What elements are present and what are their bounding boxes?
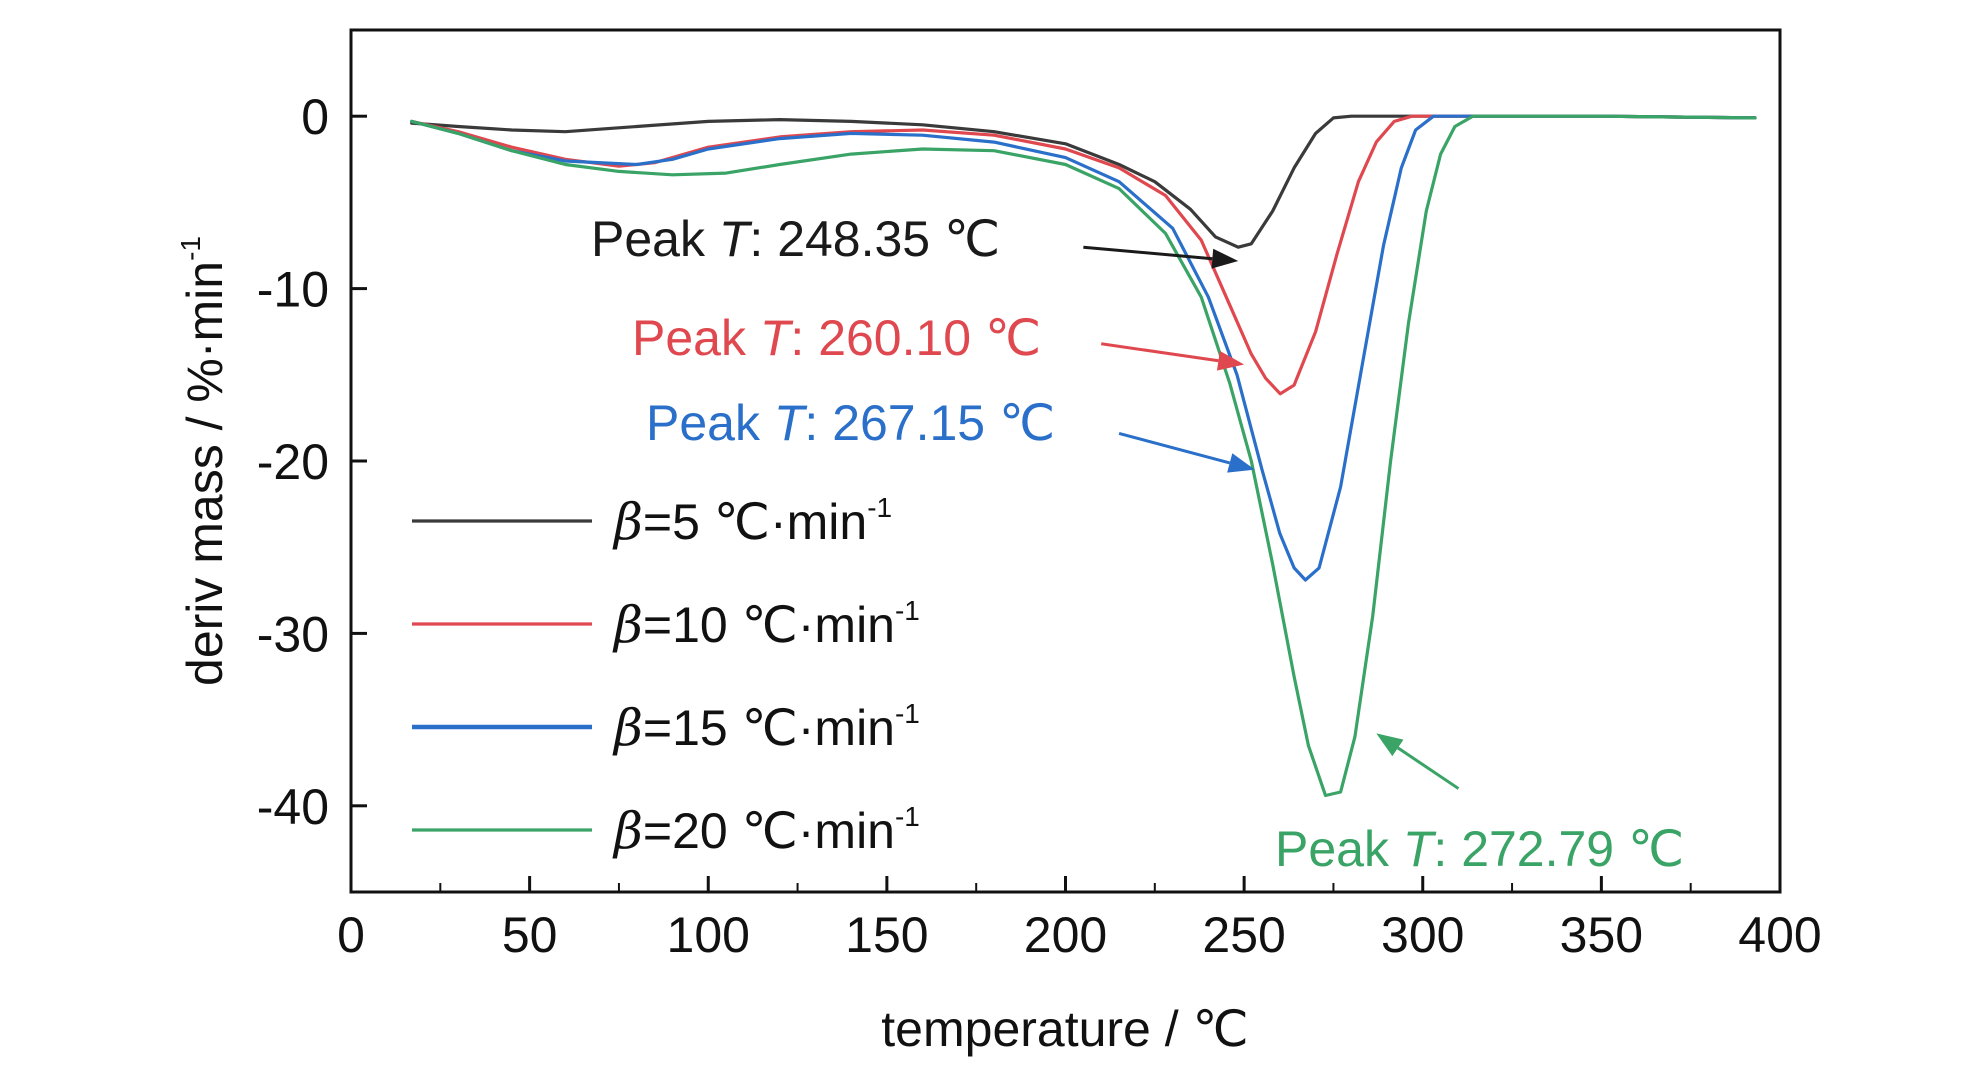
x-tick-label: 0 [337, 907, 365, 963]
y-tick-label: -20 [257, 434, 329, 490]
x-axis-title: temperature / ℃ [881, 1001, 1248, 1057]
y-axis-title-main: deriv mass / %·min [177, 261, 233, 686]
legend-beta-symbol: β [612, 802, 643, 860]
peak-annotation-prefix: Peak [1275, 821, 1403, 877]
peak-arrow-head-2 [1216, 350, 1245, 371]
x-tick-label: 200 [1024, 907, 1107, 963]
legend-rate: =20 ℃·min [643, 803, 895, 859]
legend-rate-sup: -1 [895, 698, 920, 729]
legend-beta-symbol: β [612, 596, 643, 654]
x-tick-label: 350 [1560, 907, 1643, 963]
peak-annotation-label-2: Peak T: 260.10 ℃ [632, 310, 1041, 366]
series-line-1 [410, 114, 1757, 249]
legend-label-2: β=10 ℃·min-1 [612, 595, 920, 654]
peak-annotation-value: : 272.79 ℃ [1433, 821, 1684, 877]
legend-beta-symbol: β [612, 699, 643, 757]
peak-annotation-label-4: Peak T: 272.79 ℃ [1275, 821, 1684, 877]
legend-rate-sup: -1 [895, 595, 920, 626]
y-tick-label: -40 [257, 779, 329, 835]
peak-annotation-symbol: T [774, 395, 808, 451]
y-axis: 0 -10 -20 -30 -40 [257, 89, 367, 835]
peak-arrow-head-1 [1211, 248, 1239, 269]
peak-arrow-shaft-2 [1101, 342, 1219, 363]
legend-rate: =5 ℃·min [643, 494, 867, 550]
legend: β=5 ℃·min-1β=10 ℃·min-1β=15 ℃·min-1β=20 … [412, 492, 920, 860]
peak-annotation-prefix: Peak [646, 395, 774, 451]
x-tick-label: 150 [845, 907, 928, 963]
y-tick-label: -30 [257, 606, 329, 662]
peak-annotation-value: : 248.35 ℃ [749, 211, 1000, 267]
legend-rate: =15 ℃·min [643, 700, 895, 756]
legend-rate-sup: -1 [867, 492, 892, 523]
y-axis-title-sup: -1 [175, 236, 206, 261]
x-tick-label: 300 [1381, 907, 1464, 963]
peak-arrow-shaft-3 [1118, 431, 1231, 465]
peak-annotation-label-3: Peak T: 267.15 ℃ [646, 395, 1055, 451]
peak-annotation-symbol: T [760, 310, 794, 366]
series-layer [410, 114, 1757, 798]
x-axis: 0 50 100 150 200 250 300 350 400 [337, 876, 1822, 963]
peak-annotation-label-1: Peak T: 248.35 ℃ [591, 211, 1000, 267]
legend-label-3: β=15 ℃·min-1 [612, 698, 920, 757]
x-tick-label: 250 [1202, 907, 1285, 963]
peak-arrow-shaft-1 [1083, 245, 1213, 261]
legend-label-1: β=5 ℃·min-1 [612, 492, 892, 551]
legend-label-4: β=20 ℃·min-1 [612, 801, 920, 860]
peak-annotation-value: : 267.15 ℃ [804, 395, 1055, 451]
peak-annotation-prefix: Peak [591, 211, 719, 267]
legend-rate: =10 ℃·min [643, 597, 895, 653]
legend-beta-symbol: β [612, 493, 643, 551]
legend-rate-sup: -1 [895, 801, 920, 832]
peak-arrow-head-4 [1376, 733, 1404, 757]
peak-annotation-prefix: Peak [632, 310, 760, 366]
y-tick-label: -10 [257, 262, 329, 318]
peak-arrow-shaft-4 [1397, 746, 1460, 790]
peak-annotation-value: : 260.10 ℃ [790, 310, 1041, 366]
peak-annotation-symbol: T [719, 211, 753, 267]
series-line-3 [410, 114, 1757, 582]
x-tick-label: 50 [502, 907, 558, 963]
peak-annotation-symbol: T [1403, 821, 1437, 877]
x-tick-label: 100 [667, 907, 750, 963]
y-tick-label: 0 [301, 89, 329, 145]
series-line-4 [410, 114, 1757, 798]
x-tick-label: 400 [1738, 907, 1821, 963]
y-axis-title: deriv mass / %·min-1 [175, 236, 233, 686]
peak-arrow-head-3 [1227, 453, 1255, 473]
